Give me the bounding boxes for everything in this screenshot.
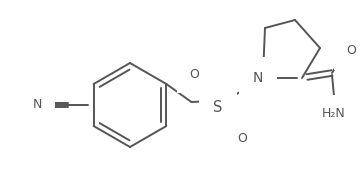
Text: H₂N: H₂N	[322, 107, 346, 120]
Text: N: N	[32, 98, 42, 112]
Text: O: O	[346, 45, 356, 57]
Text: S: S	[213, 100, 223, 114]
Text: N: N	[253, 71, 263, 85]
Text: O: O	[237, 132, 247, 144]
Text: O: O	[189, 68, 199, 81]
